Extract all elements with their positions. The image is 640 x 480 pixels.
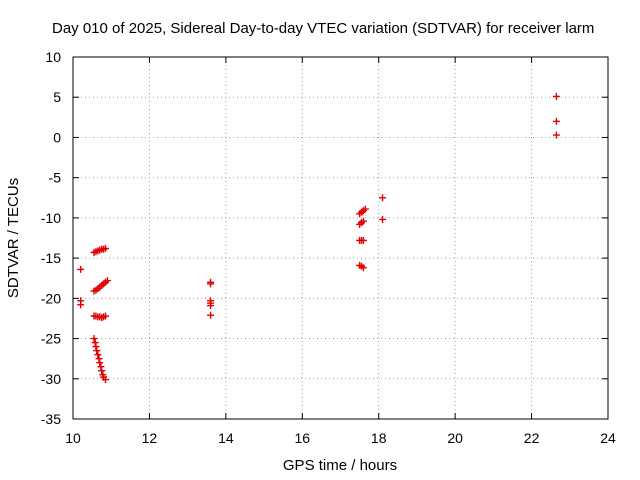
y-tick-label: 10 (45, 49, 61, 65)
y-axis-label: SDTVAR / TECUs (5, 178, 22, 298)
x-tick-label: 16 (294, 430, 310, 446)
x-tick-label: 14 (218, 430, 234, 446)
data-point-marker (359, 217, 367, 225)
data-point-marker (207, 280, 215, 288)
y-tick-label: -5 (49, 170, 62, 186)
data-point-marker (90, 335, 98, 343)
data-points (77, 92, 560, 384)
data-point-marker (92, 343, 100, 351)
grid-lines (73, 57, 608, 419)
y-tick-label: 0 (53, 129, 61, 145)
y-tick-label: -15 (41, 250, 61, 266)
data-point-marker (91, 339, 99, 347)
data-point-marker (552, 131, 560, 139)
axis-ticks: 10 12 14 16 18 20 22 24 10 5 0 -5 -10 -15 -20 -25 -30 -35 (41, 49, 616, 446)
data-point-marker (207, 311, 215, 319)
x-tick-label: 12 (142, 430, 158, 446)
plot-frame (72, 56, 609, 420)
data-point-marker (379, 215, 387, 223)
data-point-marker (359, 236, 367, 244)
chart-title: Day 010 of 2025, Sidereal Day-to-day VTE… (52, 20, 594, 37)
x-tick-label: 22 (524, 430, 540, 446)
y-tick-label: -30 (41, 371, 61, 387)
y-tick-label: -25 (41, 331, 61, 347)
data-point-marker (552, 92, 560, 100)
data-point-marker (379, 194, 387, 202)
data-point-marker (77, 301, 85, 309)
data-point-marker (96, 359, 104, 367)
data-point-marker (98, 367, 106, 375)
data-point-marker (94, 351, 102, 359)
y-tick-label: -10 (41, 210, 61, 226)
data-point-marker (101, 376, 109, 384)
x-axis-label: GPS time / hours (283, 457, 397, 474)
data-point-marker (101, 312, 109, 320)
y-tick-label: -20 (41, 290, 61, 306)
data-point-marker (361, 205, 369, 213)
data-point-marker (97, 363, 105, 371)
data-point-marker (77, 265, 85, 273)
x-tick-label: 18 (371, 430, 387, 446)
data-point-marker (95, 355, 103, 363)
y-tick-label: 5 (53, 89, 61, 105)
data-point-marker (101, 244, 109, 252)
x-tick-label: 10 (65, 430, 81, 446)
data-point-marker (93, 347, 101, 355)
y-tick-label: -35 (41, 411, 61, 427)
data-point-marker (359, 264, 367, 272)
data-point-marker (103, 277, 111, 285)
data-point-marker (207, 302, 215, 310)
x-tick-label: 20 (447, 430, 463, 446)
data-point-marker (552, 117, 560, 125)
x-tick-label: 24 (600, 430, 616, 446)
